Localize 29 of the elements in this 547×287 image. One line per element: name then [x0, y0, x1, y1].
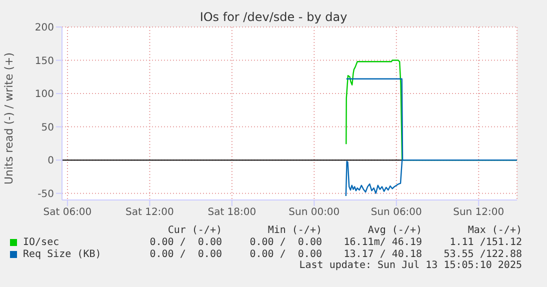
x-tick-label: Sat 12:00: [126, 207, 174, 218]
legend-label: Req Size (KB): [22, 249, 102, 260]
text: Max (-/+): [466, 225, 522, 236]
text: 0.00 / 0.00: [248, 237, 322, 248]
legend-label: IO/sec: [22, 237, 60, 248]
text: Last update: Sun Jul 13 15:05:10 2025: [298, 260, 522, 271]
text: 13.17 / 40.18: [342, 249, 422, 260]
text: Cur (-/+): [166, 225, 222, 236]
text: 1.11 /151.12: [448, 237, 522, 248]
y-tick-label: 100: [34, 89, 54, 100]
text: 53.55 /122.88: [442, 249, 522, 260]
y-tick-label: -50: [38, 188, 54, 200]
chart-title: IOs for /dev/sde - by day: [200, 10, 348, 24]
text: 0.00 / 0.00: [248, 249, 322, 260]
text: Avg (-/+): [366, 225, 422, 236]
x-tick-label: Sun 12:00: [453, 207, 504, 218]
text: 16.11m/ 46.19: [342, 237, 422, 248]
y-tick-label: 150: [34, 56, 54, 67]
y-axis-title: Units read (-) / write (+): [2, 52, 16, 184]
x-tick-label: Sat 06:00: [43, 207, 92, 218]
text: 0.00 / 0.00: [148, 249, 222, 260]
x-tick-label: Sun 06:00: [370, 207, 422, 218]
x-tick-label: Sun 00:00: [288, 207, 340, 218]
y-tick-label: 0: [48, 156, 54, 167]
x-tick-label: Sat 18:00: [208, 207, 256, 218]
y-tick-label: 200: [34, 22, 54, 34]
y-tick-label: 50: [41, 122, 54, 134]
text: 0.00 / 0.00: [148, 237, 222, 248]
text: Min (-/+): [266, 225, 322, 236]
